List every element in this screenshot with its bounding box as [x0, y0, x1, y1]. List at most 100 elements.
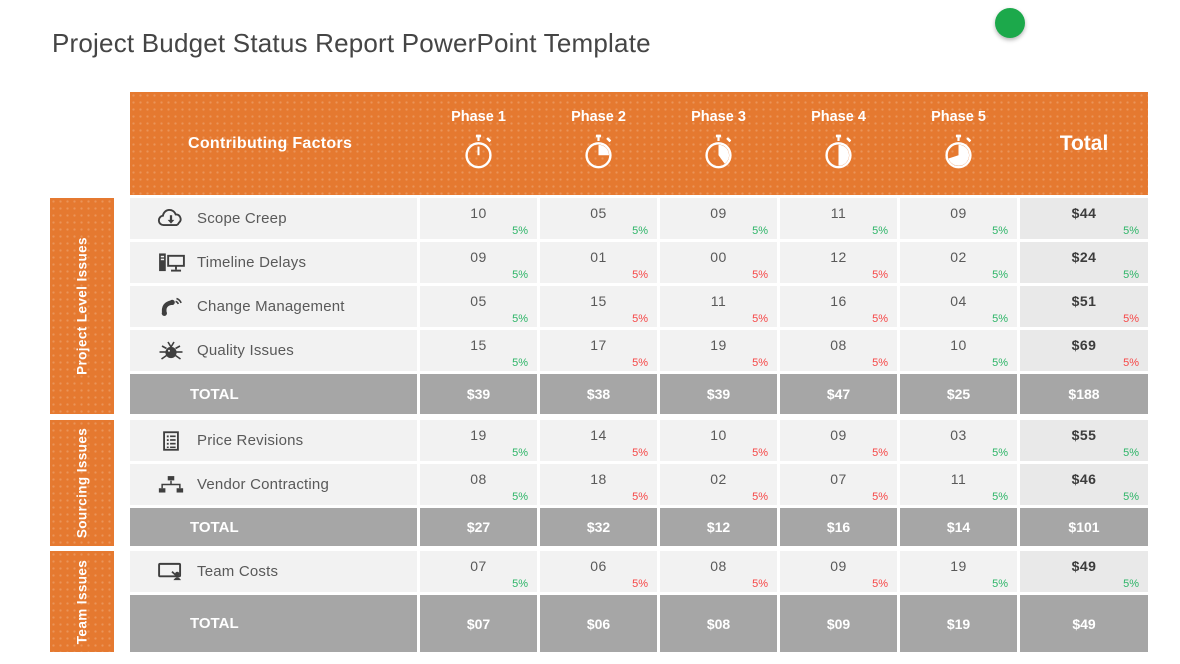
cell-value: 07	[470, 558, 487, 574]
cell-value: 11	[710, 293, 727, 309]
total-row-value: $12	[660, 508, 777, 546]
cell-change-badge: 5%	[512, 269, 528, 281]
cell-change-badge: 5%	[992, 269, 1008, 281]
cell-value: 02	[710, 471, 727, 487]
cell-change-badge: 5%	[1123, 491, 1139, 503]
factor-label: Scope Creep	[197, 210, 287, 227]
phase-cell: 02 5%	[900, 242, 1017, 283]
cell-value: 11	[950, 471, 967, 487]
cell-change-badge: 5%	[1123, 225, 1139, 237]
stopwatch-icon	[945, 134, 972, 169]
phase-cell: 08 5%	[660, 551, 777, 592]
cell-value: 10	[950, 337, 967, 353]
cell-value: 16	[830, 293, 847, 309]
presentation-board-icon	[154, 561, 188, 582]
cell-value: 10	[470, 205, 487, 221]
total-row-label: TOTAL	[130, 374, 417, 414]
phase-1-header: Phase 1	[420, 92, 537, 195]
phase-cell: 19 5%	[900, 551, 1017, 592]
cell-value: 05	[470, 293, 487, 309]
total-row-value: $08	[660, 595, 777, 652]
total-row-value: $49	[1020, 595, 1148, 652]
phase-cell: 05 5%	[420, 286, 537, 327]
cell-value: $44	[1071, 205, 1097, 221]
phase-cell: 15 5%	[540, 286, 657, 327]
row-total-cell: $46 5%	[1020, 464, 1148, 505]
section-team-issues: Team Costs 07 5% 06 5% 08 5% 09 5% 19 5% $49 5…	[130, 551, 1148, 652]
row-total-cell: $44 5%	[1020, 198, 1148, 239]
cell-value: 19	[710, 337, 727, 353]
status-dot	[995, 8, 1025, 38]
cell-change-badge: 5%	[632, 491, 648, 503]
phase-cell: 17 5%	[540, 330, 657, 371]
total-row-label: TOTAL	[130, 508, 417, 546]
table-row-vendor-contracting: Vendor Contracting 08 5% 18 5% 02 5% 07 5% 1…	[130, 464, 1148, 505]
cell-change-badge: 5%	[992, 578, 1008, 590]
table-row-price-revisions: Price Revisions 19 5% 14 5% 10 5% 09 5% 03 5%…	[130, 420, 1148, 461]
cell-change-badge: 5%	[992, 225, 1008, 237]
phase-5-header: Phase 5	[900, 92, 1017, 195]
cell-change-badge: 5%	[752, 447, 768, 459]
cell-value: 19	[470, 427, 487, 443]
section-band-label: Sourcing Issues	[74, 427, 90, 539]
total-header: Total	[1059, 131, 1109, 155]
total-row-value: $38	[540, 374, 657, 414]
stopwatch-icon	[705, 134, 732, 169]
total-row-value: $06	[540, 595, 657, 652]
bug-icon	[154, 340, 188, 362]
factor-label: Quality Issues	[197, 342, 295, 359]
cell-value: $69	[1071, 337, 1097, 353]
cell-value: 09	[710, 205, 727, 221]
cell-value: $51	[1071, 293, 1097, 309]
cell-value: $55	[1071, 427, 1097, 443]
cell-value: 02	[950, 249, 967, 265]
phase-cell: 09 5%	[780, 551, 897, 592]
total-row-value: $27	[420, 508, 537, 546]
total-row-value: $101	[1020, 508, 1148, 546]
cell-value: 10	[710, 427, 727, 443]
row-total-cell: $55 5%	[1020, 420, 1148, 461]
cell-change-badge: 5%	[872, 269, 888, 281]
section-band-project-level-issues: Project Level Issues	[50, 198, 114, 414]
row-total-cell: $51 5%	[1020, 286, 1148, 327]
stopwatch-icon	[825, 134, 852, 169]
cell-change-badge: 5%	[632, 225, 648, 237]
section-band-label: Project Level Issues	[74, 237, 90, 375]
cell-value: 08	[470, 471, 487, 487]
phase-cell: 09 5%	[780, 420, 897, 461]
phase-3-label: Phase 3	[691, 109, 746, 125]
cell-value: 12	[830, 249, 847, 265]
row-total-cell: $24 5%	[1020, 242, 1148, 283]
cell-value: 04	[950, 293, 967, 309]
cell-change-badge: 5%	[632, 269, 648, 281]
phase-cell: 10 5%	[660, 420, 777, 461]
phase-cell: 05 5%	[540, 198, 657, 239]
total-row-value: $16	[780, 508, 897, 546]
phase-cell: 18 5%	[540, 464, 657, 505]
factor-label: Price Revisions	[197, 432, 304, 449]
total-row-value: $25	[900, 374, 1017, 414]
table-row-scope-creep: Scope Creep 10 5% 05 5% 09 5% 11 5% 09 5% $44…	[130, 198, 1148, 239]
cell-change-badge: 5%	[872, 447, 888, 459]
cell-change-badge: 5%	[992, 313, 1008, 325]
cell-change-badge: 5%	[872, 491, 888, 503]
cell-value: 15	[470, 337, 487, 353]
phase-cell: 19 5%	[420, 420, 537, 461]
total-row-value: $19	[900, 595, 1017, 652]
phase-1-label: Phase 1	[451, 109, 506, 125]
cell-value: 11	[830, 205, 847, 221]
table-row-timeline-delays: Timeline Delays 09 5% 01 5% 00 5% 12 5% 02 5%…	[130, 242, 1148, 283]
total-row-value: $39	[660, 374, 777, 414]
cell-value: 03	[950, 427, 967, 443]
phase-4-label: Phase 4	[811, 109, 866, 125]
phase-2-label: Phase 2	[571, 109, 626, 125]
cell-value: 14	[590, 427, 607, 443]
cell-value: 08	[710, 558, 727, 574]
cell-value: 09	[830, 558, 847, 574]
cell-value: $24	[1071, 249, 1097, 265]
phase-cell: 08 5%	[420, 464, 537, 505]
section-band-team-issues: Team Issues	[50, 551, 114, 652]
cell-value: 06	[590, 558, 607, 574]
total-row-value: $09	[780, 595, 897, 652]
cell-change-badge: 5%	[512, 313, 528, 325]
